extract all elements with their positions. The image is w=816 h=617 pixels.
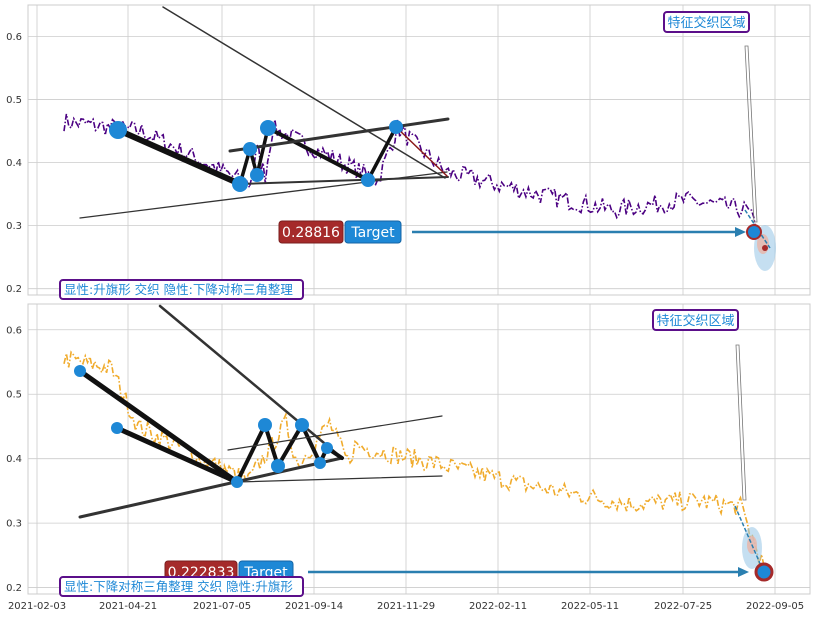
pattern-line [255,126,270,177]
target-arrowhead [738,567,749,577]
pattern-label-box [59,279,304,300]
target-label-text: Target [350,225,395,241]
pattern-point-marker [250,168,264,182]
region-label-text: 特征交织区域 [656,313,734,329]
y-tick-label: 0.3 [6,519,22,530]
y-tick-label: 0.2 [6,583,22,594]
target-arrowhead [735,227,746,237]
y-tick-label: 0.2 [6,284,22,295]
price-series-line [63,113,760,235]
x-tick-label: 2022-09-05 [746,601,804,612]
pattern-point-marker [258,418,272,432]
target-trend-line [734,505,763,569]
target-point-marker [754,562,774,582]
target-end-dot [762,245,768,251]
x-tick-label: 2021-04-21 [99,601,157,612]
pattern-point-marker [109,121,127,139]
pattern-point-marker [321,442,333,454]
pattern-point-marker [361,173,375,187]
pattern-line [236,475,443,483]
chart-panel-2: 0.20.30.40.50.60.222833 Target特征交织区域显性:下降… [6,303,811,597]
y-tick-label: 0.4 [6,454,22,465]
pattern-line [239,176,449,185]
pattern-line [227,415,443,451]
pattern-point-marker [271,459,285,473]
pattern-point-marker [314,457,326,469]
y-tick-label: 0.4 [6,158,22,169]
pattern-line [114,425,240,485]
pattern-line [266,126,370,182]
pattern-point-marker [232,176,248,192]
y-tick-label: 0.6 [6,325,22,336]
region-label-box [663,11,750,33]
pattern-point-marker [74,365,86,377]
y-tick-label: 0.6 [6,32,22,43]
pattern-line [78,456,344,519]
pattern-point-marker [295,418,309,432]
x-tick-label: 2021-07-05 [193,601,251,612]
pattern-label-box [59,576,304,597]
pattern-point-marker [231,476,243,488]
target-trend-line [744,209,771,249]
pattern-line [235,423,267,484]
x-tick-label: 2022-05-11 [561,601,619,612]
x-tick-label: 2021-09-14 [285,601,343,612]
y-tick-label: 0.5 [6,95,22,106]
pattern-point-marker [243,142,257,156]
target-value-box [278,220,344,244]
pattern-label-text: 显性:下降对称三角整理 交织 隐性:升旗形 [64,579,293,594]
pattern-line [300,423,322,465]
pattern-line [77,368,240,485]
x-tick-label: 2021-02-03 [8,601,66,612]
flag-pole-shape [735,344,747,501]
plot-area [27,303,811,595]
pattern-point-marker [389,120,403,134]
pattern-point-marker [111,422,123,434]
region-label-box [652,309,739,331]
pattern-line [228,117,450,153]
pattern-line [366,125,398,182]
pattern-label-text: 显性:升旗形 交织 隐性:下降对称三角整理 [64,282,293,297]
pattern-line [158,304,344,460]
chart-panel-1: 0.2 0.3 0.4 0.5 0.6 0.28816 Target 特征交织区域显性:升旗形… [6,4,811,300]
region-label-text: 特征交织区域 [667,15,745,31]
pattern-line [263,423,280,468]
x-tick-label: 2021-11-29 [377,601,435,612]
price-series-line [63,350,767,574]
target-value-text: 0.28816 [282,225,340,241]
x-tick-label: 2022-07-25 [654,601,712,612]
y-tick-label: 0.3 [6,221,22,232]
pattern-line [115,127,243,187]
x-tick-label: 2022-02-11 [469,601,527,612]
pattern-line [395,126,448,177]
pattern-point-marker [260,120,276,136]
pattern-line [162,6,446,179]
target-point-marker [746,224,762,240]
y-tick-label: 0.5 [6,390,22,401]
target-label-box [344,220,402,244]
pattern-line [276,423,304,468]
flag-pole-shape [744,45,758,223]
